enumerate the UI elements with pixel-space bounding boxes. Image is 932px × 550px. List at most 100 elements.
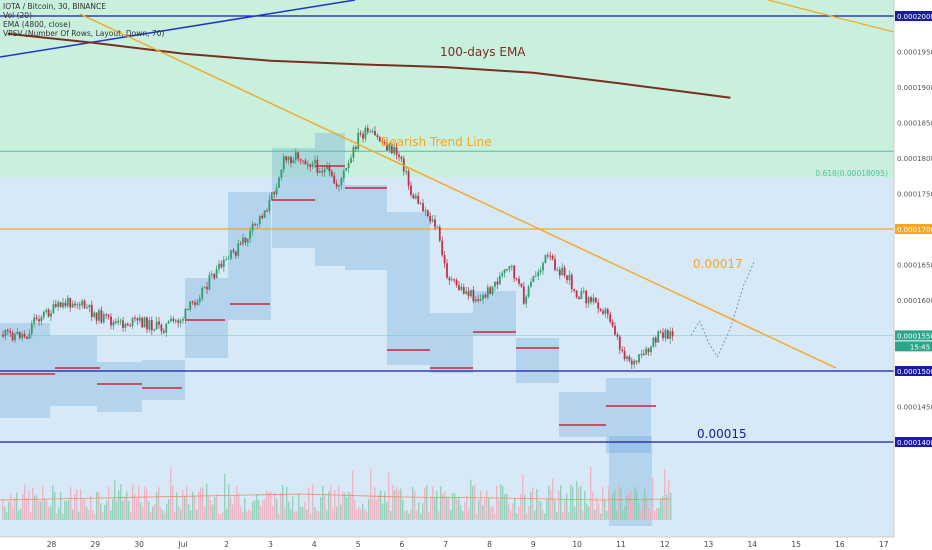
candle-body	[347, 162, 350, 168]
price-tag-label: 0.00015000	[897, 368, 932, 376]
volume-bar	[240, 506, 242, 520]
volume-bar	[162, 510, 164, 520]
volume-bar	[356, 509, 358, 520]
candle-body	[527, 286, 530, 297]
volume-bar	[54, 491, 56, 520]
volume-bar	[170, 467, 172, 520]
candle-body	[395, 147, 398, 155]
candle-body	[86, 307, 88, 309]
symbol-title[interactable]: IOTA / Bitcoin, 30, BINANCE	[3, 2, 107, 11]
volume-bar	[86, 507, 88, 520]
volume-bar	[598, 503, 600, 520]
volume-bar	[8, 501, 10, 520]
volume-bar	[620, 488, 622, 520]
volume-bar	[26, 497, 28, 520]
candle-body	[374, 131, 376, 136]
volume-profile-box	[97, 362, 142, 412]
candle-body	[124, 323, 127, 328]
indicator-vpsv[interactable]: VPSV (Number Of Rows, Layout, Down, 70)	[3, 29, 165, 38]
candle-body	[143, 317, 146, 328]
volume-bar	[414, 491, 416, 520]
countdown-box	[895, 341, 932, 352]
candle-body	[196, 301, 199, 305]
candle-body	[225, 259, 228, 261]
volume-bar	[334, 490, 336, 520]
candle-body	[21, 334, 24, 339]
volume-bar	[426, 484, 428, 520]
volume-bar	[258, 500, 260, 520]
candle-body	[467, 291, 470, 297]
candle-body	[177, 320, 180, 323]
volume-bar	[416, 510, 418, 520]
volume-bar	[24, 484, 26, 520]
volume-bar	[322, 485, 324, 520]
candle-body	[539, 270, 542, 273]
volume-bar	[214, 496, 216, 520]
volume-bar	[534, 510, 536, 520]
price-tag-box	[895, 11, 932, 21]
candle-body	[148, 320, 151, 330]
volume-bar	[210, 500, 212, 520]
candle-body	[244, 237, 247, 243]
volume-profile-box	[606, 378, 651, 453]
volume-bar	[242, 512, 244, 520]
volume-bar	[146, 489, 148, 520]
volume-bar	[668, 479, 670, 520]
candle-body	[23, 334, 26, 337]
volume-bar	[230, 496, 232, 520]
volume-bar	[374, 486, 376, 520]
volume-bar	[632, 502, 634, 520]
volume-bar	[100, 503, 102, 520]
candle-body	[234, 251, 237, 256]
volume-bar	[404, 511, 406, 520]
volume-bar	[204, 506, 206, 520]
candle-body	[59, 302, 62, 308]
candle-body	[302, 160, 304, 162]
candle-body	[323, 168, 326, 173]
candle-body	[496, 281, 499, 285]
volume-bar	[194, 495, 196, 520]
volume-bar	[380, 490, 382, 520]
volume-bar	[584, 490, 586, 520]
price-tag-box	[895, 366, 932, 376]
candle-body	[335, 183, 338, 187]
candle-body	[146, 317, 148, 330]
volume-bar	[112, 499, 114, 520]
candle-body	[98, 310, 100, 321]
price-tick-label: 0.00014500	[897, 404, 932, 412]
projection-path	[690, 260, 755, 358]
candle-body	[628, 356, 631, 361]
volume-bar	[154, 504, 156, 520]
candle-body	[455, 280, 458, 286]
candle-body	[594, 297, 597, 303]
candle-body	[186, 308, 189, 310]
candle-body	[95, 312, 98, 321]
volume-bar	[10, 494, 12, 520]
indicator-vol[interactable]: Vol (20)	[3, 11, 33, 20]
volume-bar	[226, 508, 228, 520]
volume-bar	[14, 497, 16, 520]
volume-bar	[662, 496, 664, 520]
candle-body	[299, 159, 302, 161]
indicator-ema[interactable]: EMA (4800, close)	[3, 20, 71, 29]
candle-body	[52, 304, 55, 314]
volume-bar	[266, 490, 268, 520]
candle-body	[398, 154, 400, 157]
candle-body	[333, 175, 336, 184]
volume-bar	[494, 513, 496, 520]
volume-bar	[98, 492, 100, 520]
volume-bar	[582, 510, 584, 520]
volume-bar	[182, 490, 184, 520]
volume-bar	[478, 499, 480, 520]
candle-body	[304, 160, 307, 165]
volume-bar	[228, 484, 230, 520]
volume-bar	[562, 511, 564, 520]
candle-body	[647, 348, 650, 353]
volume-bar	[114, 480, 116, 520]
volume-bar	[590, 466, 592, 520]
volume-bar	[196, 509, 198, 520]
candle-body	[69, 297, 72, 308]
volume-bar	[282, 485, 284, 520]
candle-body	[642, 354, 645, 356]
